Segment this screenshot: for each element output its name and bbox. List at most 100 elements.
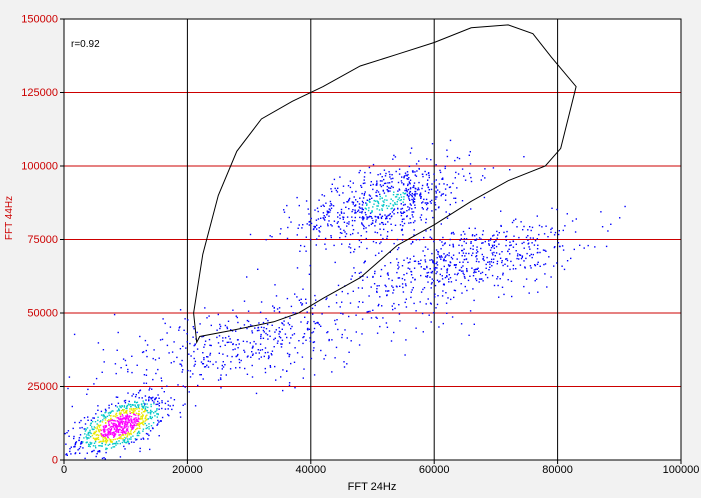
data-point — [410, 271, 413, 273]
data-point — [450, 192, 452, 194]
data-point — [153, 412, 155, 414]
data-point — [82, 441, 84, 443]
data-point — [444, 188, 447, 190]
data-point — [385, 172, 387, 175]
data-point — [335, 346, 338, 349]
data-point — [553, 246, 556, 249]
data-point — [150, 403, 152, 406]
data-point — [224, 344, 226, 346]
data-point — [149, 448, 151, 451]
data-point — [235, 344, 237, 346]
data-point — [387, 272, 389, 274]
data-point — [509, 169, 511, 171]
data-point — [206, 364, 208, 366]
data-point — [436, 264, 439, 266]
data-point — [229, 338, 231, 340]
data-point — [489, 266, 491, 268]
data-point — [193, 344, 195, 347]
data-point — [532, 253, 534, 256]
data-point — [507, 279, 509, 281]
data-point — [406, 171, 409, 173]
data-point — [414, 193, 416, 195]
data-point — [380, 216, 383, 219]
y-tick-label: 50000 — [27, 308, 58, 320]
data-point — [133, 410, 135, 413]
data-point — [227, 320, 230, 322]
data-point — [281, 339, 284, 341]
data-point — [525, 278, 528, 280]
data-point — [117, 402, 120, 404]
data-point — [160, 420, 162, 422]
data-point — [318, 235, 320, 237]
data-point — [288, 382, 291, 384]
data-point — [105, 447, 107, 449]
data-point — [127, 371, 129, 373]
data-point — [392, 209, 395, 211]
data-point — [439, 280, 441, 282]
data-point — [431, 252, 433, 255]
data-point — [515, 243, 517, 245]
data-point — [167, 413, 169, 416]
data-point — [109, 415, 112, 417]
data-point — [358, 171, 360, 174]
data-point — [406, 272, 408, 275]
data-point — [361, 333, 363, 335]
data-point — [377, 191, 380, 193]
data-point — [80, 419, 82, 422]
data-point — [510, 280, 513, 282]
data-point — [384, 175, 387, 177]
data-point — [142, 415, 144, 417]
data-point — [368, 207, 370, 209]
data-point — [354, 216, 356, 219]
data-point — [379, 195, 381, 198]
data-point — [347, 292, 349, 295]
data-point — [377, 201, 379, 204]
data-point — [127, 421, 130, 423]
data-point — [106, 435, 109, 437]
data-point — [104, 434, 107, 436]
data-point — [435, 198, 437, 200]
data-point — [407, 183, 409, 185]
data-point — [121, 423, 124, 425]
data-point — [113, 446, 116, 448]
data-point — [286, 370, 288, 372]
data-point — [370, 216, 372, 218]
data-point — [217, 313, 219, 316]
data-point — [327, 223, 329, 225]
data-point — [98, 428, 100, 431]
data-point — [114, 416, 117, 418]
data-point — [126, 412, 128, 414]
data-point — [436, 257, 438, 259]
data-point — [247, 320, 250, 323]
data-point — [368, 216, 370, 218]
data-point — [251, 364, 253, 367]
data-point — [134, 405, 136, 407]
data-point — [354, 248, 356, 251]
data-point — [111, 441, 113, 443]
data-point — [348, 208, 350, 210]
data-point — [144, 407, 146, 410]
data-point — [474, 239, 476, 241]
data-point — [473, 271, 476, 273]
data-point — [367, 217, 369, 219]
data-point — [481, 242, 483, 244]
data-point — [126, 407, 128, 410]
data-point — [137, 431, 139, 434]
data-point — [499, 257, 502, 259]
data-point — [358, 272, 361, 274]
data-point — [141, 416, 143, 418]
data-point — [127, 432, 129, 434]
data-point — [281, 328, 283, 330]
data-point — [132, 426, 135, 429]
data-point — [267, 351, 269, 354]
data-point — [161, 387, 163, 389]
data-point — [396, 248, 399, 251]
data-point — [93, 428, 95, 430]
data-point — [313, 374, 316, 376]
data-point — [309, 238, 312, 241]
data-point — [110, 417, 112, 420]
data-point — [262, 337, 265, 339]
data-point — [95, 437, 97, 439]
data-point — [412, 277, 414, 279]
data-point — [503, 231, 505, 234]
